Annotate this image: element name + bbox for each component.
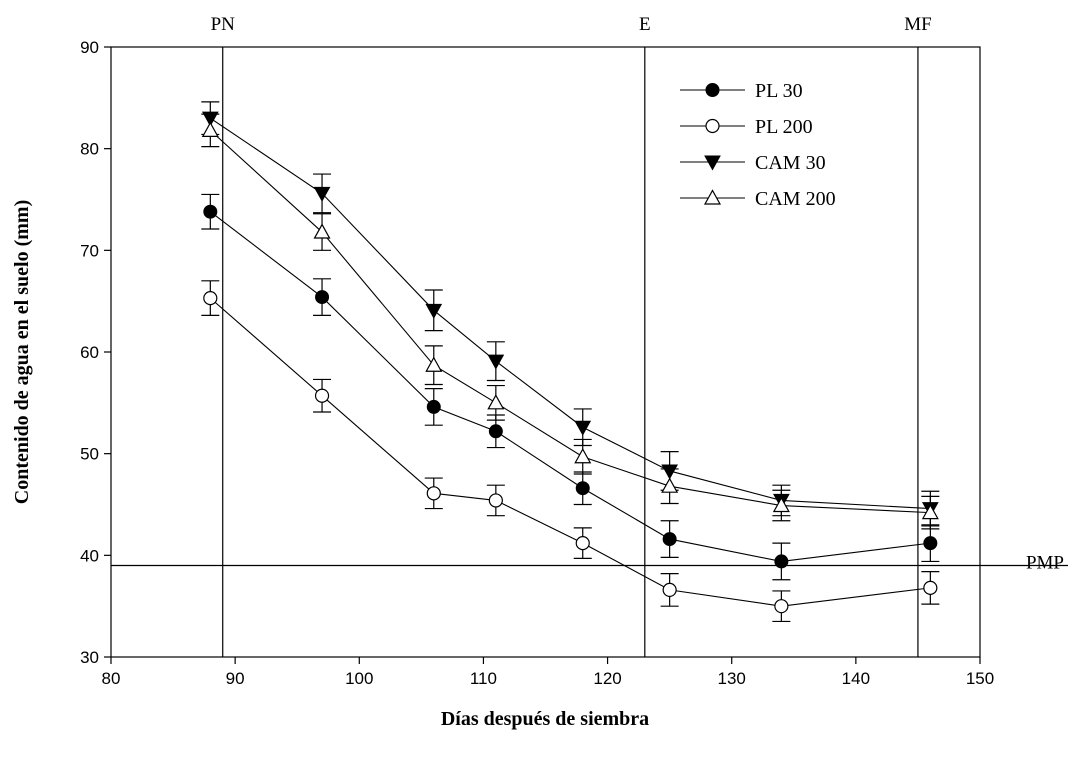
data-point (661, 477, 679, 493)
data-point (203, 204, 218, 219)
reference-lines: PN E MF PMP (111, 14, 1068, 657)
x-tick-label: 120 (593, 669, 621, 688)
reference-label-pn: PN (211, 14, 236, 35)
data-point (426, 399, 441, 414)
reference-label-e: E (639, 14, 651, 35)
data-point (923, 536, 938, 551)
series-pl-200 (201, 280, 940, 623)
data-point (314, 388, 330, 403)
y-tick-label: 50 (80, 445, 99, 464)
data-point (575, 536, 590, 551)
data-point (425, 356, 443, 372)
x-tick-label: 90 (226, 669, 245, 688)
data-point (488, 424, 503, 439)
series-line-pl-30 (209, 211, 931, 562)
data-point (487, 354, 505, 370)
x-axis: 80 90 100 110 120 130 140 150 (102, 657, 994, 688)
data-point (662, 532, 677, 547)
data-point (921, 503, 939, 520)
data-point (201, 121, 219, 137)
data-point (487, 394, 505, 410)
data-point (662, 582, 677, 598)
series-line-cam-30 (210, 117, 931, 510)
x-axis-title: Días después de siembra (441, 708, 649, 730)
legend-item-pl-30: PL 30 (680, 80, 803, 102)
legend: PL 30 PL 200 CAM 30 CAM 200 (680, 80, 836, 210)
y-tick-label: 60 (80, 343, 99, 362)
legend-label: PL 200 (755, 116, 813, 138)
y-tick-label: 70 (80, 241, 99, 260)
data-point (923, 580, 938, 595)
reference-label-mf: MF (904, 14, 931, 35)
y-axis: 30 40 50 60 70 80 90 (80, 38, 111, 667)
y-tick-label: 80 (80, 140, 99, 159)
x-tick-label: 100 (345, 669, 373, 688)
data-point (425, 303, 443, 319)
series-layer (201, 101, 940, 623)
y-tick-label: 40 (80, 546, 99, 565)
data-point (574, 447, 592, 464)
legend-item-cam-30: CAM 30 (680, 152, 826, 174)
series-cam-30 (201, 101, 940, 527)
series-line-cam-200 (209, 129, 931, 514)
reference-label-pmp: PMP (1026, 553, 1064, 574)
data-point (772, 496, 790, 513)
legend-label: CAM 200 (755, 188, 836, 210)
y-tick-label: 30 (80, 648, 99, 667)
legend-label: CAM 30 (755, 152, 826, 174)
y-tick-label: 90 (80, 38, 99, 57)
data-point (774, 599, 789, 614)
legend-marker (703, 189, 722, 205)
legend-label: PL 30 (755, 80, 803, 102)
legend-marker (705, 83, 720, 97)
x-tick-label: 130 (718, 669, 746, 688)
legend-marker (704, 155, 721, 171)
data-point (774, 554, 789, 569)
data-point (574, 420, 592, 436)
data-point (203, 291, 218, 306)
data-point (426, 486, 441, 501)
data-point (313, 186, 331, 202)
series-cam-200 (201, 113, 940, 530)
x-tick-label: 110 (470, 669, 497, 688)
legend-item-cam-200: CAM 200 (680, 188, 836, 210)
legend-item-pl-200: PL 200 (680, 116, 813, 138)
data-point (488, 493, 503, 508)
series-line-pl-200 (209, 297, 931, 607)
x-tick-label: 150 (966, 669, 994, 688)
data-point (575, 481, 590, 496)
data-point (315, 290, 330, 305)
data-point (313, 223, 331, 239)
y-axis-title: Contenido de agua en el suelo (mm) (11, 200, 33, 504)
x-tick-label: 80 (102, 669, 121, 688)
x-tick-label: 140 (842, 669, 870, 688)
legend-marker (705, 118, 720, 134)
